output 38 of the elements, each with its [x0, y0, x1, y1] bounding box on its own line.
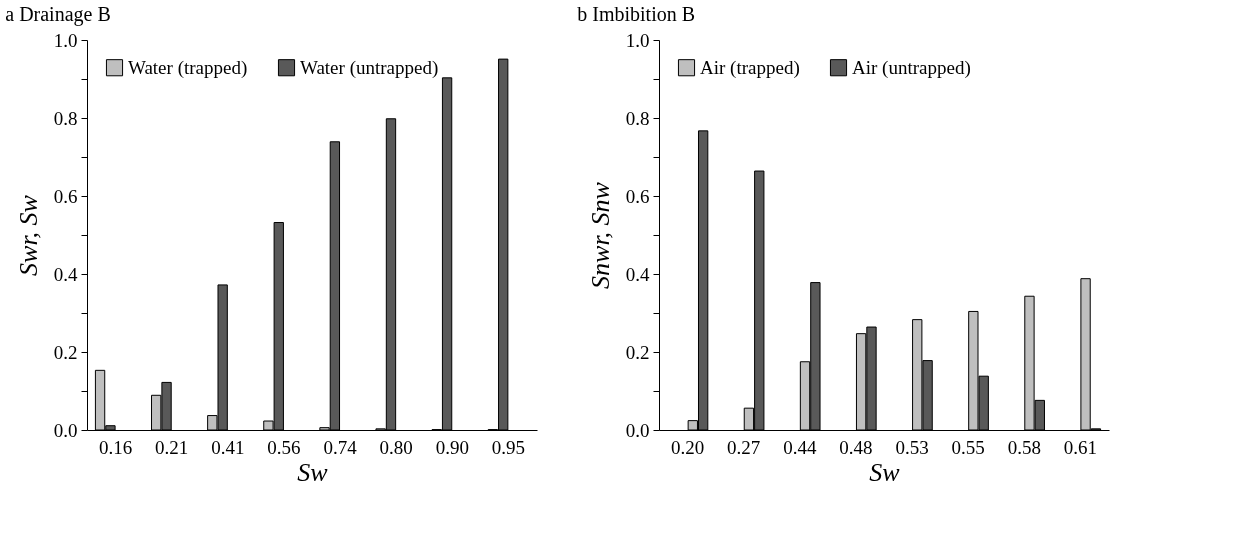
chart-title: a Drainage B — [5, 3, 111, 26]
y-tick-label: 0.2 — [53, 341, 78, 363]
y-tick-label: 0.8 — [53, 107, 78, 129]
x-tick-label: 0.58 — [1007, 436, 1041, 458]
y-tick-label: 0.6 — [625, 185, 650, 207]
x-tick-label: 0.56 — [267, 436, 301, 458]
y-tick-label: 0.0 — [625, 419, 650, 441]
x-tick-label: 0.44 — [783, 436, 817, 458]
y-tick-label: 0.2 — [625, 341, 650, 363]
y-axis-title: Snwr, Snw — [585, 181, 615, 289]
y-axis-title: Swr, Sw — [13, 194, 43, 276]
y-tick-label: 0.6 — [53, 185, 78, 207]
x-tick-label: 0.55 — [951, 436, 985, 458]
x-tick-label: 0.16 — [98, 436, 133, 458]
x-tick-label: 0.27 — [727, 436, 761, 458]
y-tick-label: 0.4 — [625, 263, 650, 285]
x-axis-title: Sw — [869, 457, 901, 487]
x-axis-title: Sw — [297, 457, 329, 487]
y-tick-label: 0.8 — [625, 107, 650, 129]
legend-label: Water (untrapped) — [300, 56, 439, 79]
legend-label: Water (trapped) — [128, 56, 248, 79]
x-tick-label: 0.20 — [670, 436, 705, 458]
y-tick-label: 0.4 — [53, 263, 78, 285]
x-tick-label: 0.61 — [1063, 436, 1098, 458]
y-tick-label: 0.0 — [53, 419, 78, 441]
chart-title: b Imbibition B — [577, 3, 696, 25]
legend-label: Air (untrapped) — [852, 56, 971, 79]
x-tick-label: 0.53 — [895, 436, 929, 458]
x-tick-label: 0.90 — [435, 436, 469, 458]
legend-label: Air (trapped) — [700, 56, 800, 79]
x-tick-label: 0.80 — [379, 436, 413, 458]
x-tick-label: 0.95 — [491, 436, 526, 458]
y-tick-label: 1.0 — [625, 29, 650, 51]
y-tick-label: 1.0 — [53, 29, 78, 51]
x-tick-label: 0.21 — [155, 436, 189, 458]
x-tick-label: 0.41 — [211, 436, 245, 458]
x-tick-label: 0.74 — [323, 436, 358, 458]
x-tick-label: 0.48 — [839, 436, 873, 458]
